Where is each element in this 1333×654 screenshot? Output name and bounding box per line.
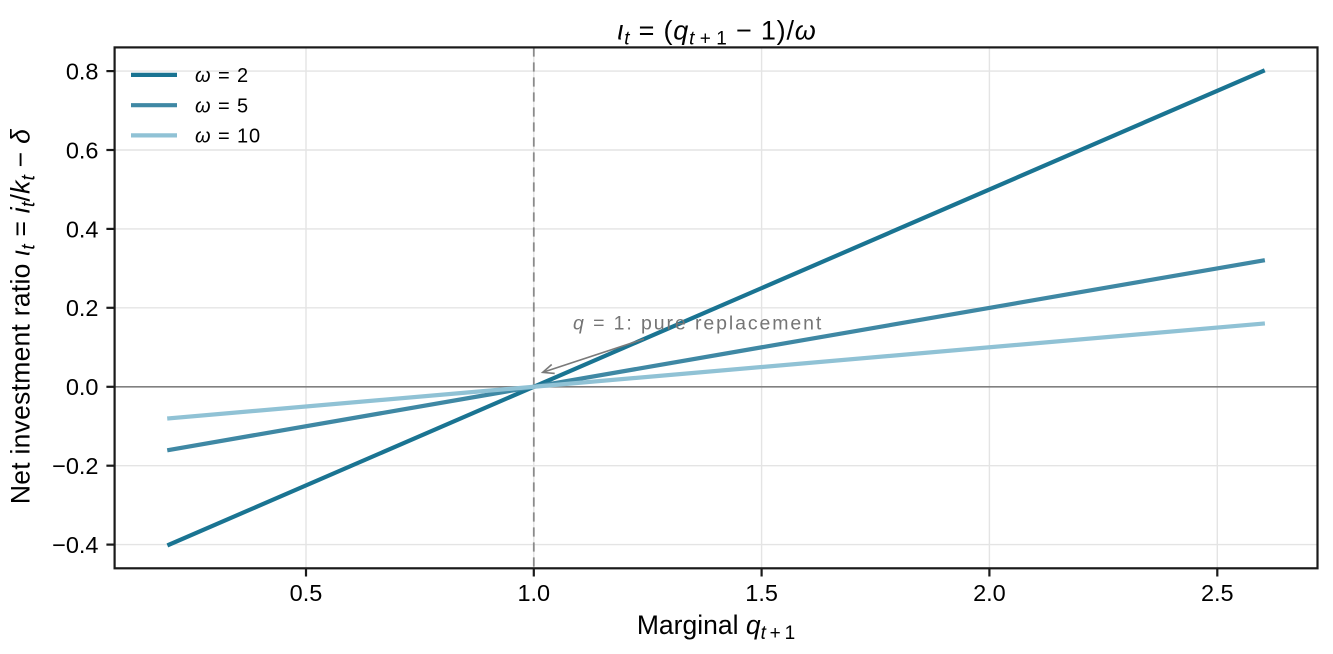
svg-text:2.0: 2.0 (973, 580, 1006, 606)
svg-text:Net investment ratio ιt = it/k: Net investment ratio ιt = it/kt − δ (6, 129, 40, 504)
svg-text:q = 1: pure replacement: q = 1: pure replacement (573, 312, 823, 334)
svg-text:2.5: 2.5 (1201, 580, 1234, 606)
svg-text:0.2: 0.2 (66, 295, 99, 321)
svg-text:0.4: 0.4 (66, 216, 99, 242)
svg-text:−0.2: −0.2 (52, 453, 98, 479)
svg-text:0.8: 0.8 (66, 59, 99, 85)
svg-text:0.0: 0.0 (66, 374, 99, 400)
svg-text:−0.4: −0.4 (52, 532, 98, 558)
svg-text:ω = 2: ω = 2 (195, 65, 249, 87)
svg-text:0.6: 0.6 (66, 137, 99, 163)
svg-text:1.0: 1.0 (517, 580, 550, 606)
svg-text:ω = 10: ω = 10 (195, 126, 261, 148)
svg-text:1.5: 1.5 (745, 580, 778, 606)
svg-text:0.5: 0.5 (290, 580, 323, 606)
svg-text:ω = 5: ω = 5 (195, 95, 249, 117)
svg-text:ιt = (qt + 1 − 1)/ω: ιt = (qt + 1 − 1)/ω (617, 16, 816, 50)
